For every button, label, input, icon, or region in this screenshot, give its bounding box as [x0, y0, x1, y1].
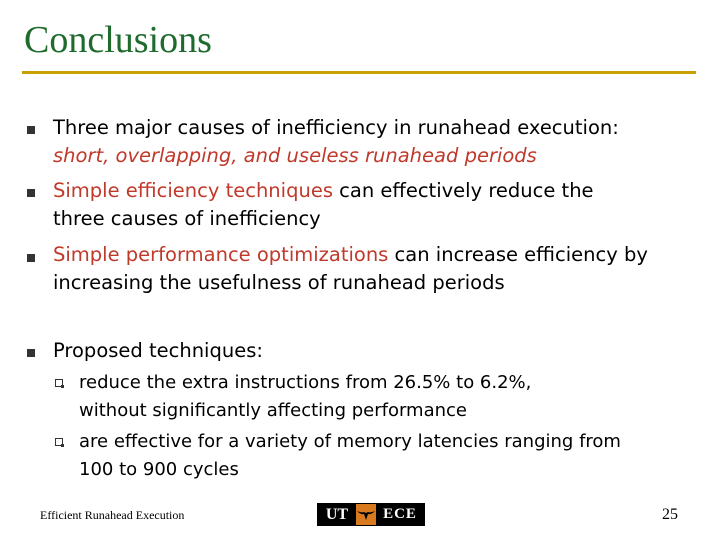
footer-title: Efficient Runahead Execution	[40, 508, 185, 522]
page-number: 25	[662, 506, 678, 523]
bullet-marker-1	[27, 126, 35, 134]
slide-title: Conclusions	[24, 19, 212, 61]
sub-item-2-line-2: 100 to 900 cycles	[79, 459, 239, 480]
bullet-2-line-2: three causes of inefficiency	[53, 207, 321, 230]
ut-ece-logo: UT ECE	[317, 503, 425, 526]
bullet-2-rest: can effectively reduce the	[332, 179, 594, 202]
bullet-3-line-2: increasing the usefulness of runahead pe…	[53, 271, 505, 294]
title-divider	[22, 71, 696, 74]
bullet-1-line-1: Three major causes of inefficiency in ru…	[53, 116, 619, 139]
bullet-3-line-1: Simple performance optimizations can inc…	[53, 241, 648, 269]
sub-bullet-marker-1	[55, 379, 64, 388]
bullet-1-line-2: short, overlapping, and useless runahead…	[53, 144, 537, 167]
sub-item-2-line-1: are effective for a variety of memory la…	[79, 431, 621, 452]
bullet-marker-2	[27, 189, 35, 197]
bullet-3-highlight: Simple performance optimizations	[53, 243, 389, 266]
sub-item-1-line-1: reduce the extra instructions from 26.5%…	[79, 372, 532, 393]
bullet-3-rest: can increase efficiency by	[388, 243, 648, 266]
bullet-4-line-1: Proposed techniques:	[53, 339, 263, 362]
sub-bullet-marker-2	[55, 438, 64, 447]
bullet-2-line-1: Simple efficiency techniques can effecti…	[53, 177, 594, 205]
logo-ece: ECE	[376, 504, 424, 525]
bullet-marker-3	[27, 254, 35, 262]
bullet-marker-4	[27, 349, 35, 357]
logo-ut: UT	[318, 504, 356, 525]
bullet-2-highlight: Simple efficiency techniques	[53, 179, 333, 202]
sub-item-1-line-2: without significantly affecting performa…	[79, 400, 468, 421]
longhorn-icon	[356, 504, 376, 525]
